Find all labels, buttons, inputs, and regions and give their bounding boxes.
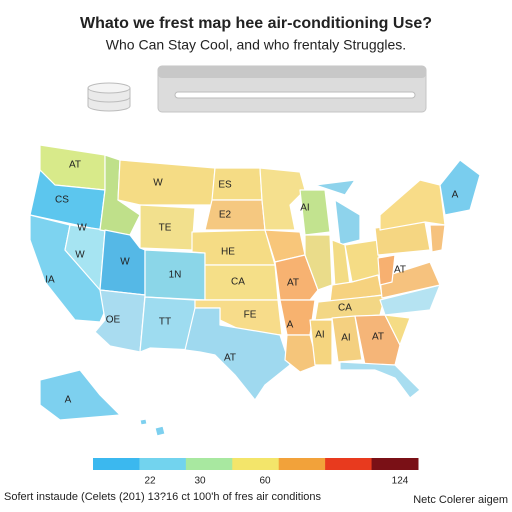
state [314,179,356,196]
credit: Netc Colerer aigem [413,494,508,506]
search-panel[interactable] [157,65,427,113]
state [299,189,331,236]
state [139,418,148,426]
state [274,254,319,301]
state [184,307,291,401]
state [204,199,266,231]
state-label: CA [231,277,245,288]
state [354,314,401,366]
state-label: W [120,257,130,268]
legend-swatch [185,458,233,470]
state-label: CA [338,303,352,314]
state [39,369,121,421]
legend-swatch [278,458,326,470]
state-label: HE [221,247,235,258]
state-label: FE [244,310,257,321]
state [284,334,319,373]
legend-tick-label: 30 [194,476,206,487]
state-label: A [287,320,294,331]
state [94,289,146,353]
state-label: OE [106,315,121,326]
state [384,314,411,346]
state [379,179,446,231]
state-label: CS [55,195,69,206]
state-label: AI [341,333,350,344]
state-label: AT [69,160,81,171]
legend-tick-label: 22 [144,476,156,487]
subtitle: Who Can Stay Cool, and who frentaly Stru… [106,37,406,53]
state-label: AI [315,330,324,341]
state-label: E2 [219,210,232,221]
state [309,319,333,366]
state-label: W [77,223,87,234]
legend-swatch [232,458,280,470]
state [154,425,166,437]
state-label: AT [224,353,236,364]
state-label: AT [372,332,384,343]
state-label: TT [159,317,171,328]
state-label: TE [159,223,172,234]
state-label: AI [300,203,309,214]
legend-tick-label: 124 [392,476,409,487]
legend-swatch [325,458,373,470]
state-label: ES [218,180,232,191]
state-label: 1N [169,270,182,281]
state [139,296,196,353]
state [259,167,306,231]
state-label: AT [394,265,406,276]
state-label: W [153,178,163,189]
state [334,199,361,246]
state [439,159,481,216]
state-label: W [75,250,85,261]
state-label: A [452,190,459,201]
state [377,254,396,286]
state [117,159,216,206]
us-map: AT CS W W TE W W IA 1N OE TT AT ES E2 HE CA FE AT A AI AI AT A… [29,144,481,437]
legend: 22 30 60 124 [93,458,419,487]
state [304,234,333,291]
title: Whato we frest map hee air-conditioning … [80,15,432,32]
database-icon [87,82,131,112]
state [429,224,446,253]
legend-tick-label: 60 [259,476,271,487]
state [279,299,316,336]
legend-swatch [93,458,140,470]
state [339,361,421,399]
state [331,315,363,363]
source-note: Sofert instaude (Celets (201) 13?16 ct 1… [4,491,322,503]
state-label: A [65,395,72,406]
state-label: AT [287,278,299,289]
state [379,261,441,299]
state-label: IA [45,275,55,286]
legend-swatch [139,458,187,470]
legend-swatch [371,458,419,470]
